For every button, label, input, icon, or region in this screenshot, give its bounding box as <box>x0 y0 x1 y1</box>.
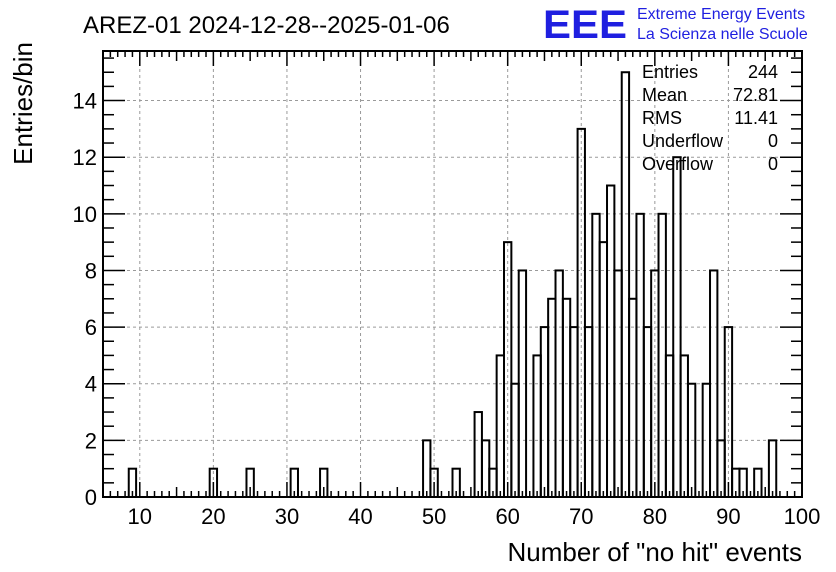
histogram-bin <box>539 326 550 498</box>
histogram-bin <box>422 439 432 499</box>
y-tick-label: 2 <box>85 428 97 453</box>
y-tick-label: 4 <box>85 372 97 397</box>
stats-box: Entries 244 Mean 72.81 RMS 11.41 Underflow 0 Ove… <box>642 62 778 174</box>
histogram-bin <box>628 297 638 498</box>
stats-value: 0 <box>768 131 778 151</box>
y-tick-label: 0 <box>85 485 97 510</box>
eee-logo-line1: Extreme Energy Events <box>637 6 805 23</box>
y-tick-label: 12 <box>73 145 97 170</box>
histogram-bin <box>547 297 557 498</box>
plot-frame <box>102 50 803 498</box>
y-tick-label: 10 <box>73 202 97 227</box>
x-tick-label: 70 <box>569 504 593 529</box>
stats-label: Mean <box>642 85 687 105</box>
histogram-bin <box>767 439 778 499</box>
histogram-bin <box>620 71 631 498</box>
histogram-bin <box>495 354 506 498</box>
stats-value: 72.81 <box>733 85 778 105</box>
stats-value: 244 <box>748 62 778 82</box>
eee-logo: EEE Extreme Energy Events La Scienza nel… <box>543 3 808 47</box>
histogram-bin <box>473 411 483 498</box>
y-tick-label: 6 <box>85 315 97 340</box>
x-tick-label: 20 <box>201 504 225 529</box>
histogram-bin <box>642 326 653 498</box>
x-axis-ticks: 10 20 30 40 50 60 70 80 90 100 <box>102 51 821 529</box>
y-tick-label: 8 <box>85 258 97 283</box>
histogram-bin <box>532 354 542 498</box>
x-tick-label: 90 <box>716 504 740 529</box>
histogram-bin <box>480 439 491 499</box>
x-tick-label: 40 <box>348 504 372 529</box>
x-tick-label: 80 <box>643 504 667 529</box>
stats-label: Overflow <box>642 154 714 174</box>
histogram-bin <box>583 326 594 498</box>
x-tick-label: 60 <box>495 504 519 529</box>
y-tick-label: 14 <box>73 89 97 114</box>
stats-value: 0 <box>768 154 778 174</box>
chart-title: AREZ-01 2024-12-28--2025-01-06 <box>83 12 450 39</box>
histogram-bin <box>657 212 667 498</box>
histogram-bin <box>606 184 616 498</box>
stats-label: Underflow <box>642 131 724 151</box>
histogram-bin <box>679 354 689 498</box>
histogram-bin <box>664 354 675 498</box>
eee-logo-mark: EEE <box>543 3 627 47</box>
histogram-bin <box>561 297 572 498</box>
histogram-bin <box>598 241 609 498</box>
x-tick-label: 100 <box>784 504 821 529</box>
stats-value: 11.41 <box>734 108 778 128</box>
y-axis-ticks: 0 2 4 6 8 10 12 14 <box>73 57 802 510</box>
x-tick-label: 30 <box>275 504 299 529</box>
y-axis-label: Entries/bin <box>8 42 38 165</box>
x-tick-label: 10 <box>128 504 152 529</box>
grid-lines <box>103 51 802 497</box>
x-axis-label: Number of "no hit" events <box>508 537 803 567</box>
x-tick-label: 50 <box>422 504 446 529</box>
eee-logo-line2: La Scienza nelle Scuole <box>637 26 808 43</box>
stats-label: RMS <box>642 108 682 128</box>
stats-label: Entries <box>642 62 698 82</box>
histogram-bin <box>716 439 726 499</box>
histogram-bin <box>591 212 601 498</box>
histogram-bin <box>635 212 645 498</box>
histogram-bin <box>569 326 579 498</box>
